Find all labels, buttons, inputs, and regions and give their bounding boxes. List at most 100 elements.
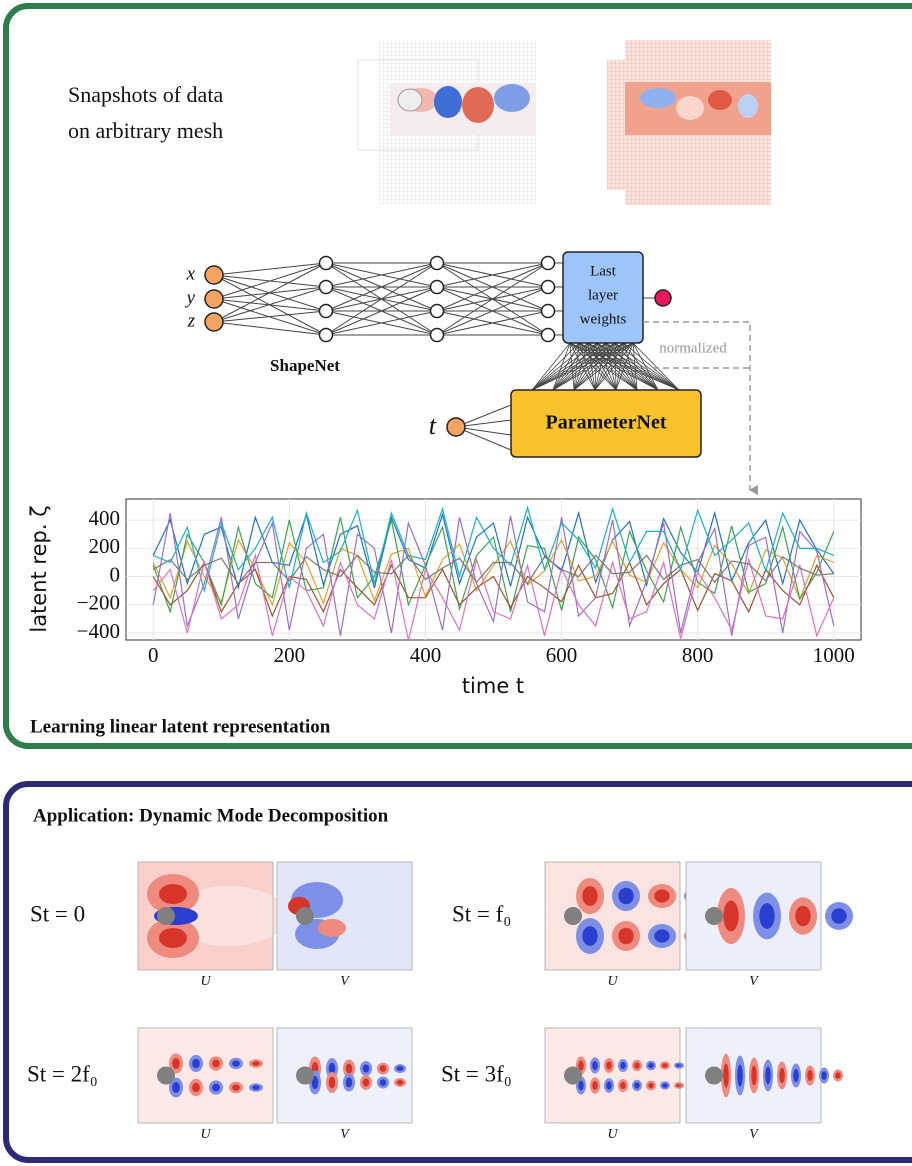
mode-blob (328, 1062, 336, 1075)
edge (573, 342, 598, 391)
edge (325, 262, 438, 288)
edge (594, 342, 616, 391)
edge (531, 342, 580, 391)
mode-blob (606, 1081, 612, 1090)
edge (325, 262, 438, 312)
mode-blob (379, 1079, 387, 1086)
normalized-label: normalized (659, 340, 727, 356)
mode-blob (362, 1064, 370, 1073)
edge (623, 342, 680, 391)
mode-frame (544, 861, 681, 971)
edge (531, 342, 589, 391)
edge (552, 342, 598, 391)
node (429, 279, 445, 295)
mode-blob (620, 1061, 626, 1070)
edge (573, 342, 607, 391)
series-line (152, 512, 835, 636)
edge (623, 342, 659, 391)
mode-frame (137, 861, 274, 971)
latent-chart: −400 −200 0 200 400 0 200 400 600 800 1000 time t la… (27, 498, 862, 698)
edge (605, 342, 680, 391)
x-tick-label: 1000 (813, 643, 855, 667)
panel-border (3, 781, 912, 1163)
mode-frame (137, 1027, 274, 1124)
edge (325, 286, 438, 336)
mode-blob (620, 1081, 626, 1090)
snapshot (357, 40, 536, 205)
edge (573, 342, 616, 391)
edge (552, 342, 580, 391)
cylinder (564, 1066, 582, 1085)
y-tick-label: 200 (89, 534, 121, 558)
node (540, 303, 556, 319)
edge (569, 342, 638, 391)
panel-border (3, 3, 912, 749)
box-label: Last (590, 263, 617, 279)
edge (605, 342, 659, 391)
node (429, 255, 445, 271)
edge (436, 262, 549, 336)
node (204, 289, 224, 309)
y-axis-label: latent rep. ζ (27, 505, 51, 632)
component-label: U (200, 974, 211, 989)
mode-image: V (276, 861, 413, 989)
mode-blob (311, 1075, 319, 1090)
mode-blob (345, 1063, 353, 1074)
mode-blob (723, 900, 739, 932)
cylinder (157, 907, 175, 925)
edge (569, 342, 596, 391)
input-label: z (187, 310, 196, 331)
mode-blob (751, 1065, 757, 1086)
mode-blob (765, 1066, 771, 1085)
y-tick-label: −400 (77, 619, 120, 643)
mode-blob (328, 1076, 336, 1089)
edge (531, 342, 571, 391)
mode-blob (648, 1082, 654, 1089)
mode-blob (192, 1082, 200, 1093)
input-label: x (186, 263, 196, 284)
edge (552, 342, 625, 391)
edge (569, 342, 659, 391)
node (318, 327, 334, 343)
node (318, 279, 334, 295)
node (204, 265, 224, 285)
mode-blob (582, 886, 598, 906)
mode-label: St = 2f₀ (27, 1061, 98, 1086)
panel-caption: Learning linear latent representation (30, 716, 331, 737)
edge (569, 342, 680, 391)
mode-blob (618, 887, 634, 905)
mode-blob (379, 1065, 387, 1072)
node (540, 255, 556, 271)
mode-blob (362, 1078, 370, 1087)
mode-blob (759, 903, 775, 929)
component-label: U (607, 974, 618, 989)
mode-blob (172, 1058, 180, 1069)
x-tick-label: 200 (274, 643, 306, 667)
mode-blob (212, 1059, 220, 1068)
mode-blob (831, 908, 847, 924)
cylinder (705, 907, 723, 925)
mode-blob (793, 1068, 799, 1083)
edge (614, 342, 680, 391)
node (429, 303, 445, 319)
edge (596, 342, 659, 391)
mode-blob (723, 1063, 729, 1088)
series-line (152, 510, 835, 591)
box-label: weights (580, 311, 627, 327)
x-tick-label: 0 (148, 643, 159, 667)
node (446, 417, 466, 437)
shapenet-label: ShapeNet (270, 356, 340, 375)
mode-frame (685, 861, 822, 971)
mode-frame (544, 1027, 681, 1124)
snapshot (607, 40, 771, 205)
mode-blob (212, 1083, 220, 1092)
series-line (152, 505, 835, 593)
edge (587, 342, 680, 391)
mode-blob (737, 1064, 743, 1087)
mode-blob (396, 1066, 404, 1071)
mode-blob (252, 1061, 260, 1066)
edge (578, 342, 680, 391)
mode-blob (168, 886, 288, 946)
cylinder (157, 1066, 175, 1085)
mode-blob (159, 884, 187, 904)
